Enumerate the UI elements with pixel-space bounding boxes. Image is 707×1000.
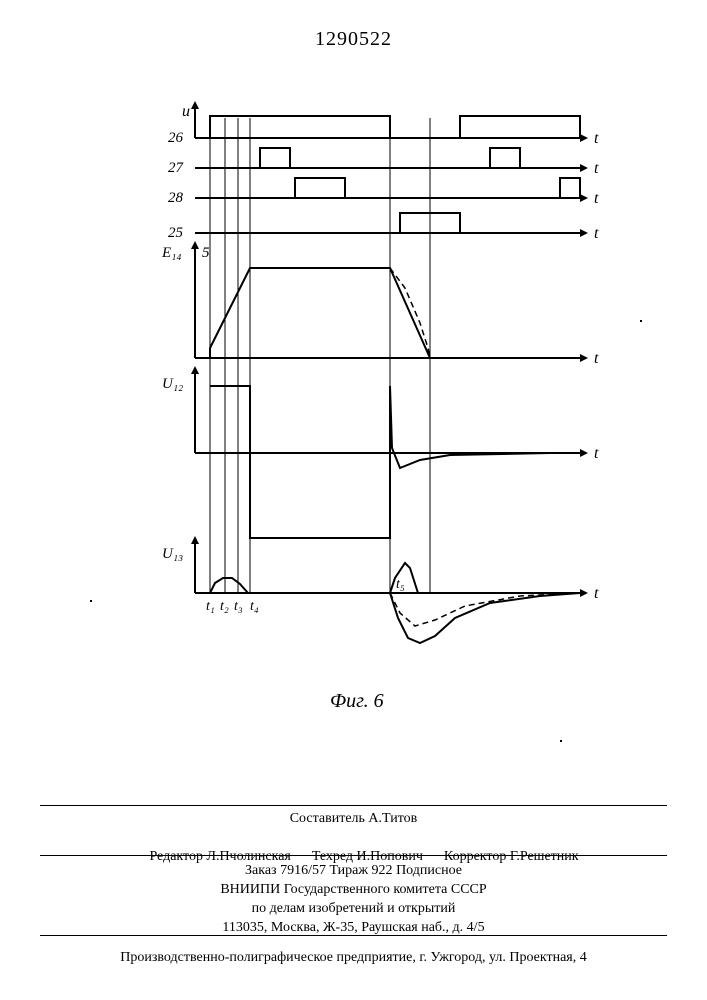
rule-top [40,805,667,806]
svg-text:t₅: t₅ [396,577,405,592]
org-line-2: по делам изобретений и открытий [0,900,707,919]
svg-text:U₁₂: U₁₂ [162,376,183,392]
svg-text:t₂: t₂ [220,599,229,614]
order: Заказ 7916/57 [245,863,326,878]
svg-text:t₁: t₁ [206,599,215,614]
svg-text:t: t [594,130,599,147]
printer-line: Производственно-полиграфическое предприя… [0,950,707,966]
svg-text:t: t [594,585,599,602]
compiler-line: Составитель А.Титов [0,810,707,829]
figure-label: Фиг. 6 [330,690,384,713]
svg-text:27: 27 [168,160,185,176]
svg-text:t: t [594,190,599,207]
svg-text:t₄: t₄ [250,599,259,614]
rule-bottom [40,935,667,936]
svg-text:t₃: t₃ [234,599,243,614]
svg-text:t: t [594,160,599,177]
svg-text:t: t [594,445,599,462]
rule-mid [40,855,667,856]
svg-text:u: u [182,103,190,120]
footer-block: Заказ 7916/57 Тираж 922 Подписное ВНИИПИ… [0,862,707,938]
timing-diagram: u t 26 t 27 t 28 t 25 E₁₄ 5 t U₁₂ t U₁₃ t t₁ t₂ t₃ t₄ t₅ [120,98,620,678]
svg-text:t: t [594,350,599,367]
order-line: Заказ 7916/57 Тираж 922 Подписное [0,862,707,881]
speck [640,320,642,322]
document-number: 1290522 [315,28,392,51]
subscription: Подписное [396,863,462,878]
svg-text:t: t [594,225,599,242]
page: 1290522 u t 26 t 27 t 28 t 25 E₁₄ 5 t U₁₂ t U₁₃ t t₁ t₂ t₃… [0,0,707,1000]
svg-text:E₁₄: E₁₄ [161,245,182,261]
svg-text:U₁₃: U₁₃ [162,546,183,562]
speck [90,600,92,602]
svg-text:25: 25 [168,225,184,241]
circulation: Тираж 922 [329,863,392,878]
svg-text:28: 28 [168,190,184,206]
org-line-1: ВНИИПИ Государственного комитета СССР [0,881,707,900]
speck [560,740,562,742]
svg-text:26: 26 [168,130,184,146]
svg-text:5: 5 [202,245,210,261]
